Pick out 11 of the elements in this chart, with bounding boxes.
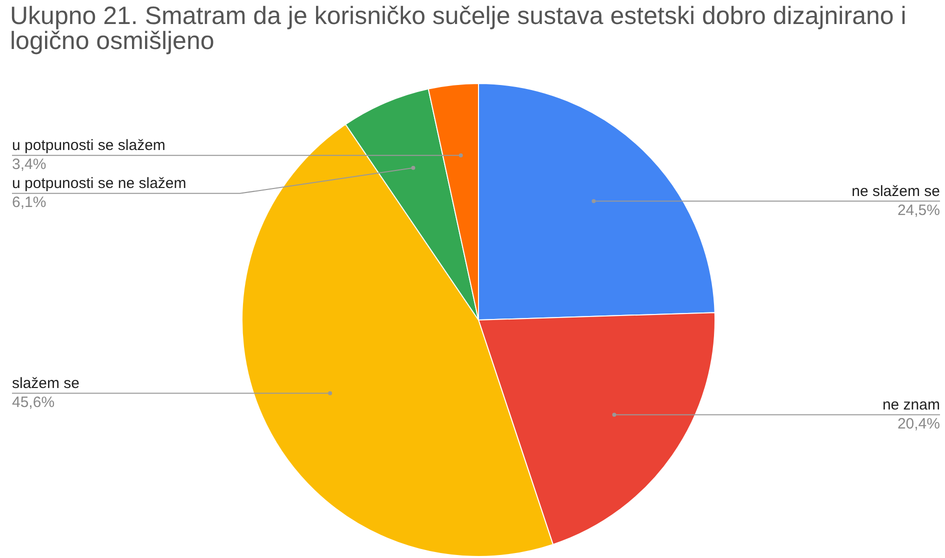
data-label: 6,1% bbox=[12, 194, 46, 212]
slice-label: ne slažem se bbox=[852, 182, 940, 200]
data-label: 24,5% bbox=[897, 202, 940, 219]
data-label: 3,4% bbox=[12, 156, 46, 174]
slice-label: slažem se bbox=[12, 374, 80, 392]
slice-label: u potpunosti se ne slažem bbox=[12, 175, 186, 192]
slice-label: u potpunosti se slažem bbox=[12, 137, 166, 154]
data-label: 20,4% bbox=[897, 415, 940, 432]
slice-label: ne znam bbox=[882, 396, 940, 414]
data-label: 45,6% bbox=[12, 394, 55, 411]
chart-title: Ukupno 21. Smatram da je korisničko sučelje sustava estetski dobro dizajnirano i logično osmišljeno bbox=[10, 2, 908, 55]
